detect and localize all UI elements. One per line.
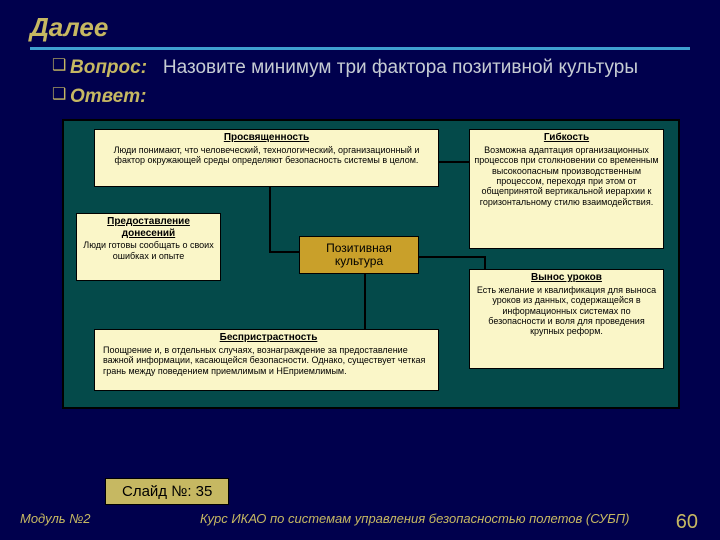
- footer: Модуль №2 Курс ИКАО по системам управлен…: [0, 511, 720, 534]
- connector: [364, 271, 366, 331]
- box-flexibility: Гибкость Возможна адаптация организацион…: [469, 129, 664, 249]
- box-title: Вынос уроков: [474, 272, 659, 284]
- bullet-icon: ❑: [52, 85, 70, 110]
- box-enlightenment: Просвященность Люди понимают, что челове…: [94, 129, 439, 187]
- title-rule: [30, 47, 690, 50]
- bullet-answer: ❑ Ответ:: [52, 85, 690, 110]
- question-text-value: Назовите минимум три фактора позитивной …: [163, 57, 638, 78]
- answer-label: Ответ:: [70, 86, 146, 107]
- box-body: Возможна адаптация организационных проце…: [474, 145, 659, 207]
- bullet-icon: ❑: [52, 56, 70, 81]
- footer-page: 60: [638, 511, 720, 534]
- connector: [419, 256, 484, 258]
- box-center: Позитивная культура: [299, 236, 419, 274]
- footer-module: Модуль №2: [0, 511, 200, 534]
- box-body: Поощрение и, в отдельных случаях, вознаг…: [103, 345, 434, 376]
- question-text: [152, 57, 163, 78]
- box-title: Беспристрастность: [103, 332, 434, 344]
- slide-title: Далее: [0, 0, 720, 45]
- box-body: Люди понимают, что человеческий, техноло…: [99, 145, 434, 166]
- box-title: Предоставление донесений: [81, 216, 216, 239]
- diagram-panel: Просвященность Люди понимают, что челове…: [62, 119, 680, 409]
- bullet-question: ❑ Вопрос: Назовите минимум три фактора п…: [52, 56, 690, 81]
- box-fairness: Беспристрастность Поощрение и, в отдельн…: [94, 329, 439, 391]
- box-title: Гибкость: [474, 132, 659, 144]
- question-label: Вопрос:: [70, 57, 147, 78]
- box-lessons: Вынос уроков Есть желание и квалификация…: [469, 269, 664, 369]
- bullet-list: ❑ Вопрос: Назовите минимум три фактора п…: [0, 56, 720, 117]
- footer-course: Курс ИКАО по системам управления безопас…: [200, 511, 638, 534]
- box-reporting: Предоставление донесений Люди готовы соо…: [76, 213, 221, 281]
- box-body: Есть желание и квалификация для выноса у…: [474, 285, 659, 337]
- slide-number-badge: Слайд №: 35: [105, 478, 229, 505]
- box-title: Позитивная культура: [304, 242, 414, 270]
- box-title: Просвященность: [99, 132, 434, 144]
- connector: [269, 186, 271, 251]
- box-body: Люди готовы сообщать о своих ошибках и о…: [81, 240, 216, 261]
